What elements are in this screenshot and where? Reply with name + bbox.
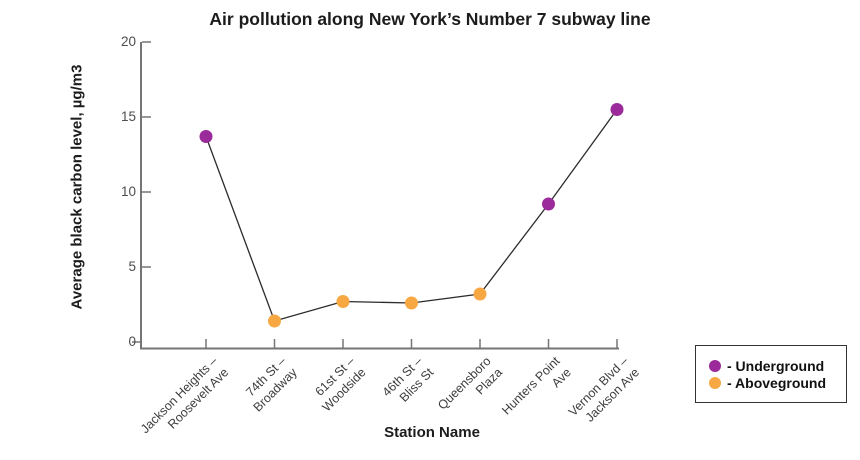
- data-point-6: [542, 197, 555, 211]
- y-tick-label: 5: [128, 259, 136, 274]
- data-point-4: [405, 296, 418, 310]
- y-tick-label: 10: [120, 184, 136, 199]
- y-tick-label: 20: [120, 34, 136, 49]
- aboveground-dot-icon: [709, 376, 721, 389]
- data-point-7: [610, 103, 624, 116]
- legend-label-underground: - Underground: [727, 357, 825, 374]
- x-axis-label: Station Name: [384, 424, 480, 441]
- legend-box: - Underground - Aboveground: [695, 345, 847, 403]
- data-line: [205, 109, 618, 322]
- line-series: [199, 103, 624, 328]
- y-tick-label: 15: [120, 109, 136, 124]
- legend-item-aboveground: - Aboveground: [709, 375, 846, 391]
- data-point-2: [268, 314, 281, 328]
- legend-label-aboveground: - Aboveground: [727, 374, 827, 391]
- data-point-3: [336, 295, 350, 308]
- legend-item-underground: - Underground: [709, 358, 846, 374]
- data-point-1: [199, 130, 213, 143]
- chart-title: Air pollution along New York’s Number 7 …: [209, 9, 651, 29]
- underground-dot-icon: [709, 359, 721, 372]
- data-point-5: [473, 287, 487, 301]
- axes: [132, 41, 619, 350]
- y-tick-label: 0: [128, 334, 136, 349]
